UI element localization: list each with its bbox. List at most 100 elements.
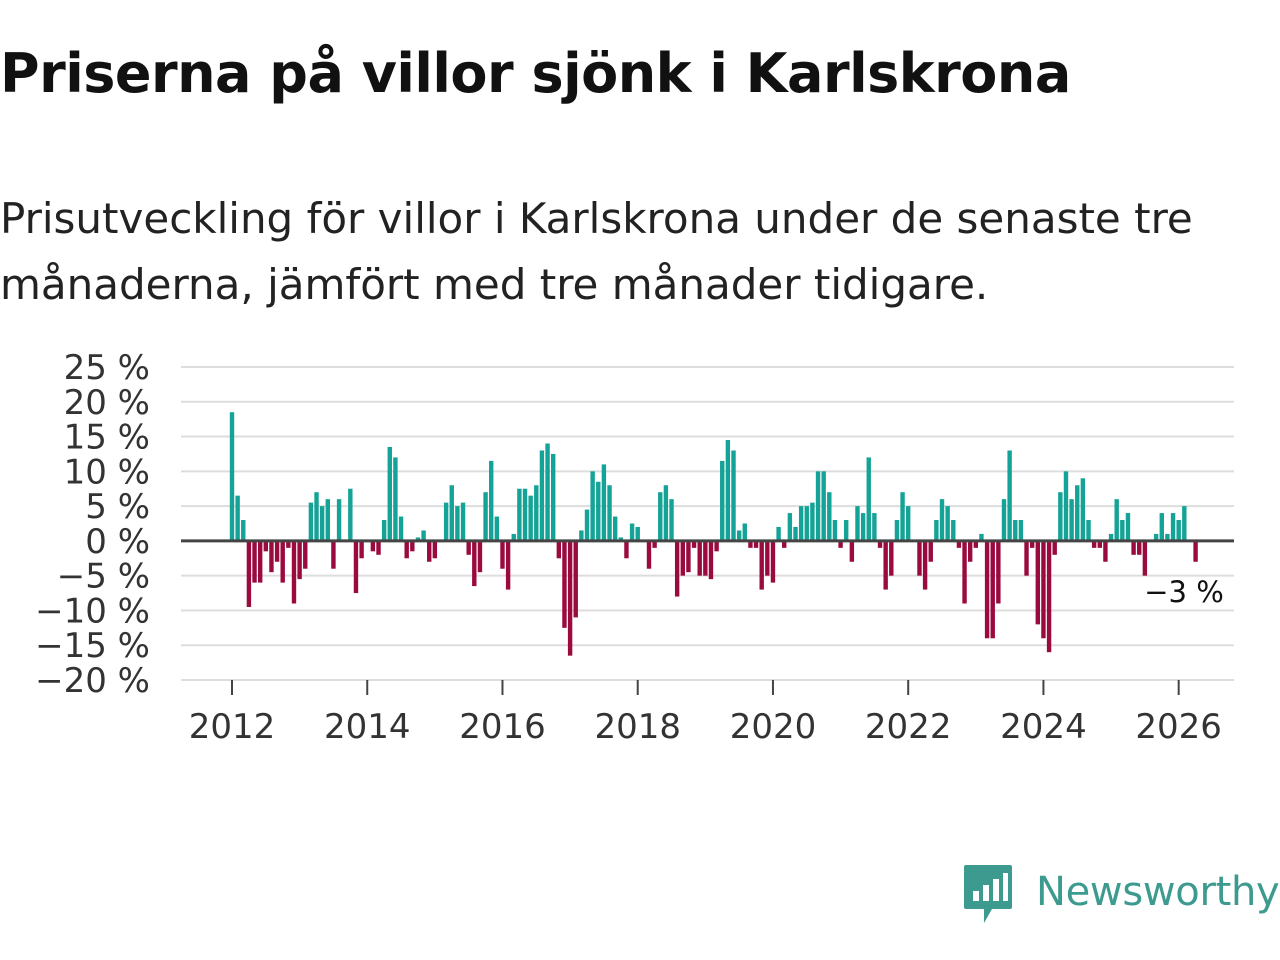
bar — [1193, 540, 1198, 562]
bar — [263, 540, 269, 552]
bar — [951, 520, 956, 541]
bar — [522, 488, 528, 541]
bar — [359, 540, 364, 559]
bar — [1080, 478, 1086, 541]
y-tick-label: 25 % — [64, 348, 150, 388]
bar — [336, 499, 342, 541]
bar — [443, 502, 449, 541]
bar — [483, 492, 488, 541]
bar — [877, 540, 883, 548]
bar — [241, 520, 246, 541]
bar — [376, 540, 381, 555]
bar — [1007, 450, 1012, 541]
bar — [410, 540, 415, 552]
bar — [1137, 540, 1142, 555]
bar — [567, 540, 573, 656]
bar — [629, 523, 635, 541]
bar — [1165, 533, 1170, 541]
bar — [1176, 520, 1181, 541]
bar — [381, 520, 387, 541]
bar — [703, 540, 708, 576]
bar — [714, 540, 719, 552]
y-tick-label: 5 % — [85, 487, 150, 527]
bar — [612, 516, 618, 541]
bar — [308, 502, 314, 541]
bar — [511, 533, 516, 541]
bar — [229, 412, 235, 541]
bar — [319, 506, 325, 541]
bar — [860, 513, 866, 541]
bar — [736, 530, 742, 541]
y-tick-label: 20 % — [64, 383, 150, 423]
bar — [500, 540, 505, 569]
bar — [489, 460, 494, 541]
bar — [539, 450, 545, 541]
x-axis-labels: 2012 2014 2016 2018 2020 2022 2024 2026 — [189, 707, 1222, 747]
bar — [906, 506, 911, 541]
bar — [798, 506, 804, 541]
bar — [697, 540, 702, 576]
bar — [528, 495, 533, 541]
bar — [793, 526, 798, 541]
bar — [466, 540, 471, 555]
y-tick-label: −5 % — [57, 557, 150, 597]
x-tick-label: 2024 — [1000, 707, 1087, 747]
bar — [844, 520, 849, 541]
bar — [821, 471, 826, 541]
bar — [770, 540, 776, 583]
bar — [1120, 520, 1125, 541]
bar — [477, 540, 483, 573]
bar — [663, 485, 669, 541]
bar — [1001, 499, 1007, 541]
bar — [945, 506, 950, 541]
bar — [967, 540, 973, 562]
bar — [584, 509, 590, 541]
bar — [979, 533, 984, 541]
bar — [928, 540, 933, 562]
bar — [652, 540, 657, 548]
bar — [257, 540, 263, 583]
bar — [1052, 540, 1057, 555]
bar — [534, 485, 539, 541]
bar — [449, 485, 454, 541]
bar — [1013, 520, 1018, 541]
bar — [348, 488, 353, 541]
bar — [1024, 540, 1029, 576]
bar — [421, 530, 426, 541]
bar — [708, 540, 714, 580]
bar — [838, 540, 843, 548]
x-tick-label: 2016 — [459, 707, 546, 747]
bar — [894, 520, 900, 541]
bar — [815, 471, 821, 541]
bar — [804, 506, 809, 541]
bar — [1170, 513, 1176, 541]
bar — [1142, 540, 1148, 576]
bar — [1159, 513, 1164, 541]
bar — [235, 495, 240, 541]
x-tick-label: 2020 — [730, 707, 817, 747]
bar — [720, 460, 725, 541]
bar — [1075, 485, 1080, 541]
bar — [889, 540, 894, 576]
bar — [331, 540, 336, 569]
bar — [674, 540, 680, 597]
bar — [922, 540, 928, 590]
bar — [624, 540, 629, 559]
bar — [742, 523, 747, 541]
bar — [1131, 540, 1136, 555]
bar — [849, 540, 855, 562]
bar — [1153, 533, 1159, 541]
bar — [832, 520, 838, 541]
bars — [229, 412, 1198, 656]
bar — [252, 540, 257, 583]
bar — [432, 540, 438, 559]
bar — [996, 540, 1001, 604]
bar — [1069, 499, 1074, 541]
last-value-label: −3 % — [1144, 575, 1224, 609]
bar — [1103, 540, 1108, 562]
x-axis-ticks — [231, 680, 1180, 695]
bar — [872, 513, 877, 541]
bar — [765, 540, 770, 576]
y-tick-label: −15 % — [35, 626, 150, 666]
bar — [646, 540, 652, 569]
